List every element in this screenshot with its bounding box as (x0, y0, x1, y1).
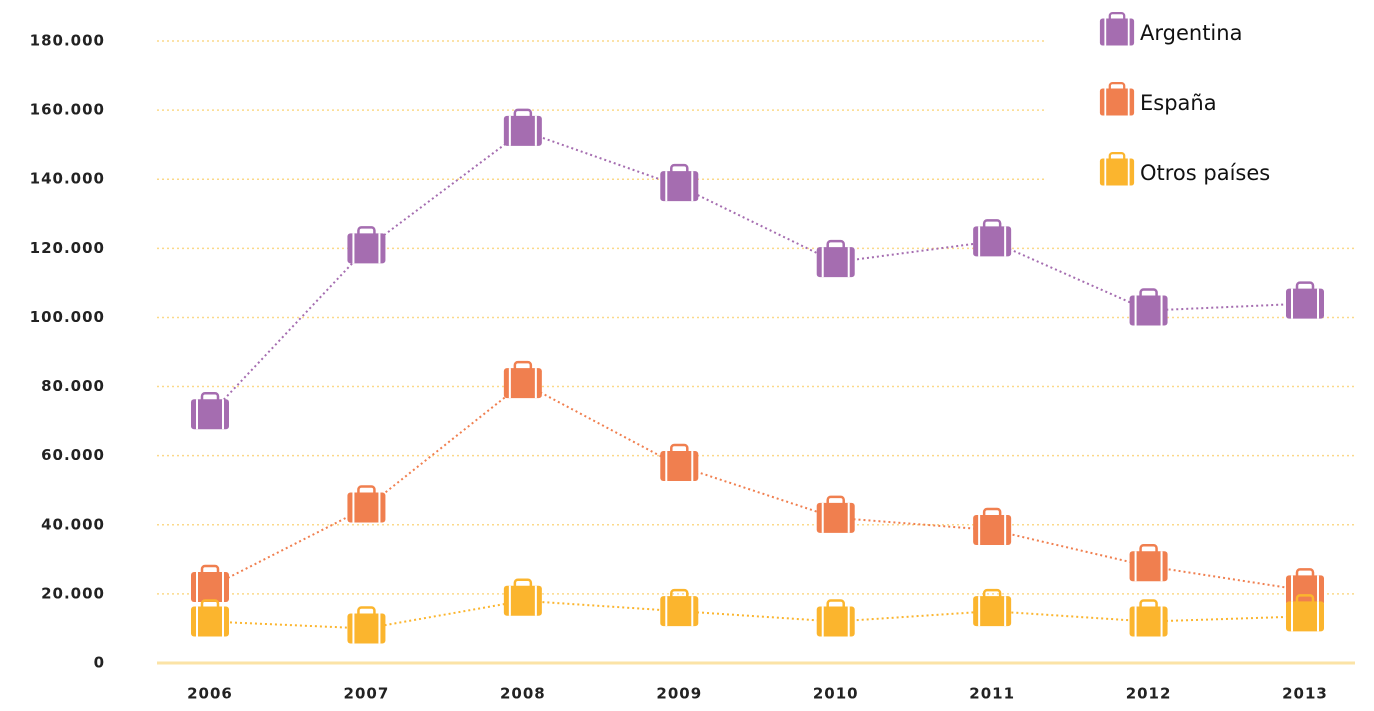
y-tick-label: 120.000 (30, 239, 105, 257)
y-tick-label: 140.000 (30, 170, 105, 188)
legend-label: Argentina (1140, 21, 1242, 45)
data-point (347, 485, 386, 523)
x-tick-label: 2007 (344, 685, 390, 703)
y-tick-label: 0 (94, 654, 105, 672)
legend-label: Otros países (1140, 161, 1270, 185)
data-point (1286, 594, 1324, 632)
data-point (1286, 568, 1324, 606)
case (503, 585, 542, 616)
y-tick-label: 60.000 (41, 446, 105, 464)
data-point (660, 163, 699, 202)
case (347, 233, 386, 264)
data-point (191, 564, 229, 602)
data-point (347, 226, 386, 264)
data-point (816, 495, 855, 533)
data-point (347, 606, 386, 644)
data-point (1129, 543, 1168, 582)
y-tick-label: 40.000 (41, 515, 105, 533)
data-point (973, 507, 1012, 545)
y-tick-label: 180.000 (30, 32, 105, 50)
legend-icon (1099, 81, 1135, 116)
series-line (209, 599, 1306, 630)
y-tick-label: 160.000 (30, 101, 105, 119)
data-point (191, 599, 229, 637)
data-point (973, 219, 1012, 257)
legend-label: España (1140, 91, 1217, 115)
case (1129, 551, 1168, 582)
case (973, 226, 1012, 257)
data-point (816, 239, 855, 278)
case (660, 171, 699, 202)
legend-icon (1099, 151, 1135, 186)
data-point (973, 588, 1012, 627)
case (191, 571, 229, 602)
case (1129, 606, 1168, 637)
x-tick-label: 2008 (500, 685, 546, 703)
case (1129, 295, 1168, 326)
x-tick-label: 2006 (187, 685, 233, 703)
case (191, 606, 229, 637)
case (1286, 575, 1324, 606)
case (347, 613, 386, 644)
case (1286, 288, 1324, 319)
case (816, 247, 855, 278)
y-tick-label: 20.000 (41, 584, 105, 602)
series-line (209, 129, 1306, 415)
case (347, 492, 386, 523)
data-point (1129, 599, 1168, 637)
data-point (660, 443, 699, 482)
data-point (191, 391, 229, 430)
case (503, 115, 542, 146)
y-tick-label: 80.000 (41, 377, 105, 395)
data-point (816, 599, 855, 637)
case (1099, 88, 1135, 116)
case (1099, 18, 1135, 46)
case (1099, 158, 1135, 186)
data-point (1129, 288, 1168, 326)
case (973, 596, 1012, 627)
case (191, 399, 229, 430)
case (1286, 601, 1324, 632)
case (816, 606, 855, 637)
data-point (503, 360, 542, 399)
data-point (1286, 281, 1324, 319)
x-tick-label: 2010 (813, 685, 859, 703)
x-tick-label: 2013 (1282, 685, 1328, 703)
data-point (503, 578, 542, 616)
y-tick-label: 100.000 (30, 308, 105, 326)
x-tick-label: 2009 (656, 685, 702, 703)
case (973, 514, 1012, 545)
case (660, 451, 699, 482)
case (816, 502, 855, 533)
legend-icon (1099, 11, 1135, 46)
data-point (503, 108, 542, 146)
x-tick-label: 2012 (1126, 685, 1172, 703)
case (660, 596, 699, 627)
x-tick-label: 2011 (969, 685, 1015, 703)
case (503, 368, 542, 399)
data-point (660, 588, 699, 627)
